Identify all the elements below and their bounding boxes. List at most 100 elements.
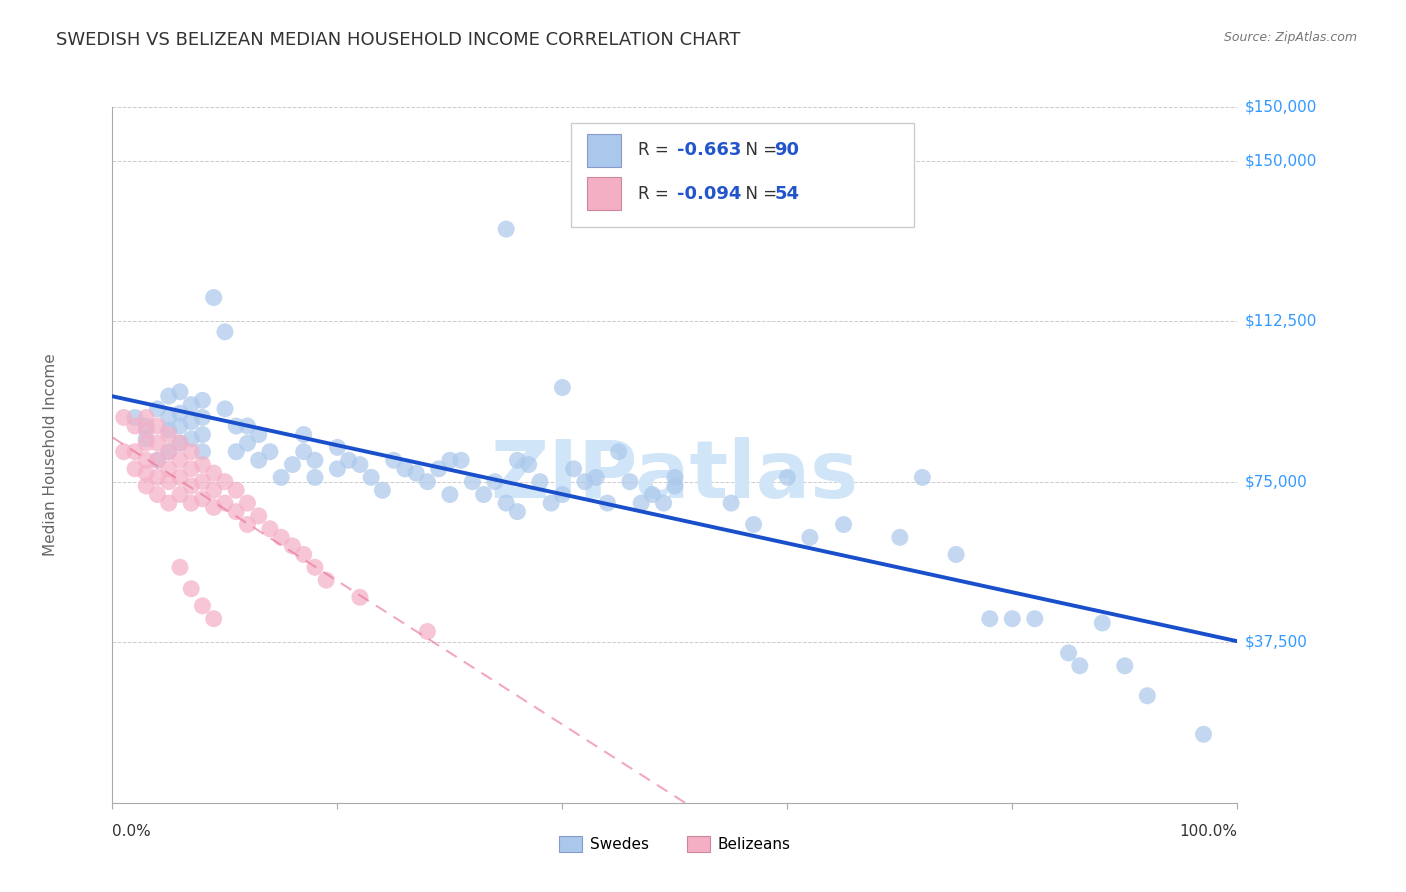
Point (427, 462, 450, 476)
Point (157, 423, 180, 437)
Point (191, 393, 214, 408)
Text: SWEDISH VS BELIZEAN MEDIAN HOUSEHOLD INCOME CORRELATION CHART: SWEDISH VS BELIZEAN MEDIAN HOUSEHOLD INC… (56, 31, 741, 49)
Point (1057, 646, 1080, 660)
Point (146, 470, 169, 484)
Point (495, 496, 517, 510)
Point (247, 453, 270, 467)
Point (641, 487, 664, 501)
Text: -0.663: -0.663 (678, 141, 741, 159)
Point (135, 479, 157, 493)
Point (191, 427, 214, 442)
Point (574, 475, 596, 489)
Point (1114, 658, 1136, 673)
Point (157, 475, 180, 489)
Point (191, 410, 214, 425)
Point (135, 453, 157, 467)
Point (225, 444, 247, 458)
Point (292, 427, 315, 442)
Point (259, 522, 281, 536)
Point (529, 475, 551, 489)
Point (236, 419, 259, 434)
Point (169, 384, 191, 399)
Point (315, 573, 337, 587)
Point (157, 496, 180, 510)
Text: 90: 90 (775, 141, 799, 159)
Text: $150,000: $150,000 (1244, 100, 1316, 114)
Point (1001, 612, 1024, 626)
Point (124, 410, 146, 425)
Point (585, 470, 607, 484)
Text: $112,500: $112,500 (1244, 314, 1316, 328)
Point (506, 505, 529, 519)
Point (596, 496, 619, 510)
Point (236, 496, 259, 510)
Text: ZIPatlas: ZIPatlas (491, 437, 859, 515)
Point (157, 444, 180, 458)
Point (484, 475, 506, 489)
Text: $150,000: $150,000 (1244, 153, 1316, 168)
Point (439, 453, 461, 467)
Point (472, 487, 495, 501)
Point (619, 475, 641, 489)
Point (664, 470, 686, 484)
Text: -0.094: -0.094 (678, 185, 741, 202)
Point (169, 436, 191, 450)
Point (214, 325, 236, 339)
Point (270, 470, 292, 484)
Point (146, 453, 169, 467)
Point (157, 410, 180, 425)
Point (124, 462, 146, 476)
Point (461, 475, 484, 489)
Point (664, 479, 686, 493)
Point (135, 432, 157, 446)
Point (371, 483, 394, 498)
Point (124, 444, 146, 458)
Point (1192, 727, 1215, 741)
Point (439, 487, 461, 501)
Point (495, 222, 517, 236)
Point (360, 470, 382, 484)
Point (281, 458, 304, 472)
Point (180, 462, 202, 476)
Point (135, 436, 157, 450)
Point (180, 444, 202, 458)
Point (191, 491, 214, 506)
Point (202, 612, 225, 626)
Point (169, 436, 191, 450)
Point (146, 487, 169, 501)
Text: R =: R = (638, 185, 673, 202)
Point (191, 458, 214, 472)
Point (169, 487, 191, 501)
Point (225, 483, 247, 498)
Point (945, 548, 967, 562)
Point (551, 380, 574, 394)
Text: $37,500: $37,500 (1244, 635, 1308, 649)
Point (146, 436, 169, 450)
Text: $75,000: $75,000 (1244, 475, 1308, 489)
Legend: Swedes, Belizeans: Swedes, Belizeans (560, 836, 790, 852)
Point (124, 419, 146, 434)
Point (292, 444, 315, 458)
Point (349, 591, 371, 605)
Point (146, 453, 169, 467)
Point (191, 599, 214, 613)
Point (630, 496, 652, 510)
Point (394, 462, 416, 476)
Point (157, 444, 180, 458)
Point (169, 470, 191, 484)
Point (292, 548, 315, 562)
Point (1091, 615, 1114, 630)
Text: N =: N = (735, 185, 782, 202)
Point (304, 560, 326, 574)
Point (450, 453, 472, 467)
Point (742, 517, 765, 532)
Point (180, 479, 202, 493)
Point (911, 470, 934, 484)
Point (1024, 612, 1046, 626)
Point (247, 427, 270, 442)
Point (135, 419, 157, 434)
Point (247, 508, 270, 523)
Point (157, 389, 180, 403)
Point (112, 410, 135, 425)
Point (157, 462, 180, 476)
